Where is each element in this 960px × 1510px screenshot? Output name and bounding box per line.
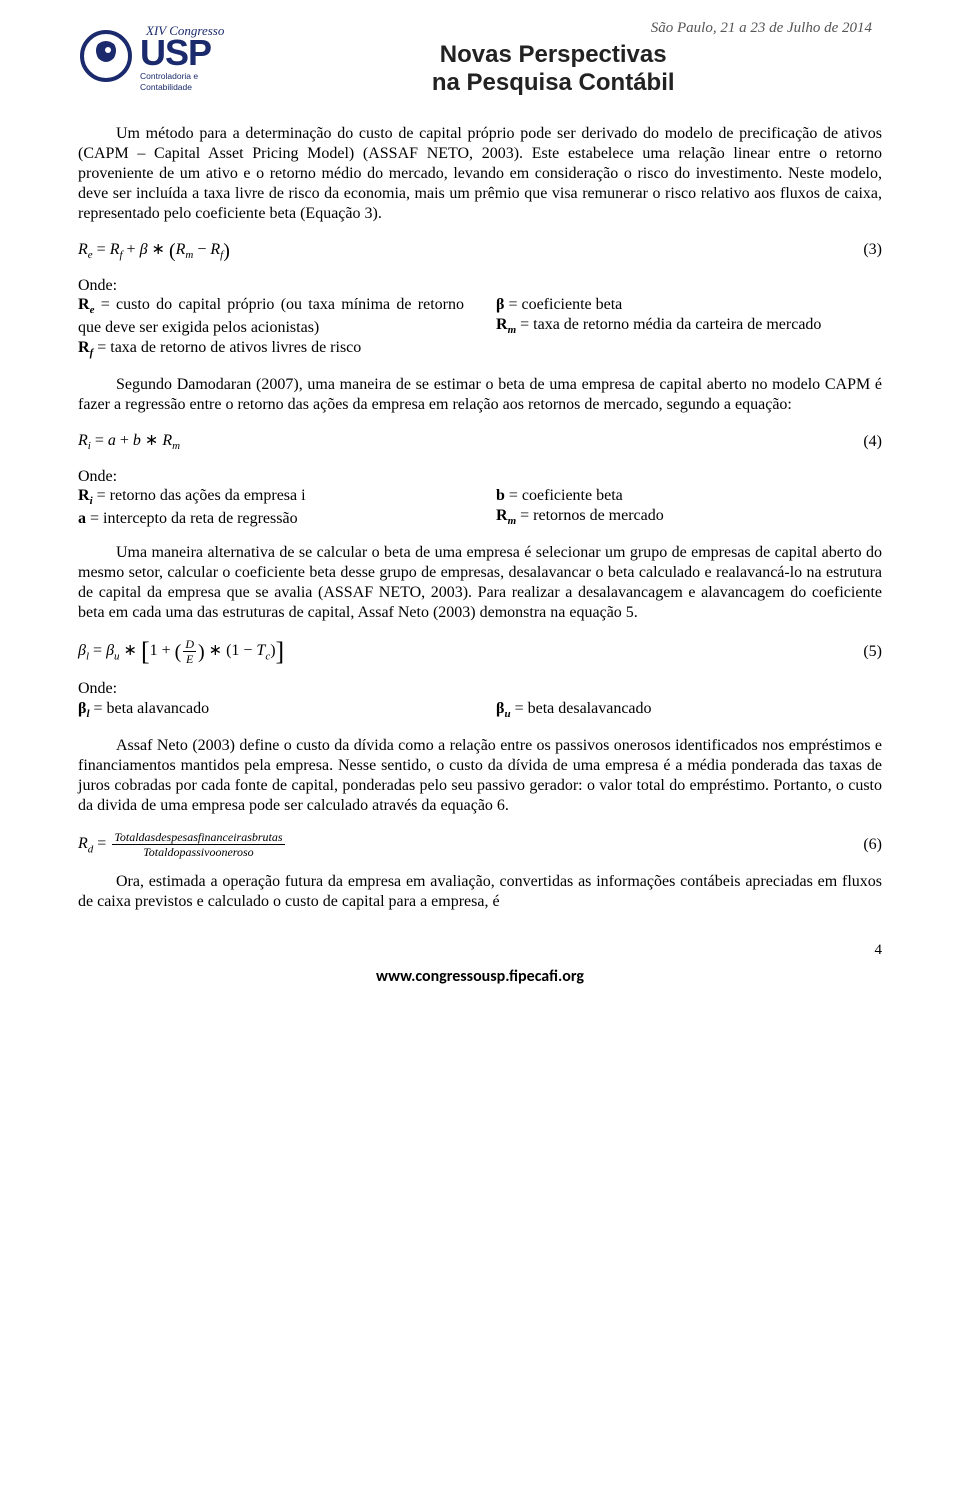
equation-3-num: (3) bbox=[863, 241, 882, 259]
equation-4-num: (4) bbox=[863, 433, 882, 451]
equation-4-row: Ri = a + b ∗ Rm (4) bbox=[78, 430, 882, 452]
equation-5-row: βl = βu ∗ [1 + (DE) ∗ (1 − Tc)] (5) bbox=[78, 638, 882, 665]
header-title-block: São Paulo, 21 a 23 de Julho de 2014 Nova… bbox=[224, 20, 882, 96]
footer-url: www.congressousp.fipecafi.org bbox=[78, 967, 882, 986]
header-title-1: Novas Perspectivas bbox=[224, 41, 882, 69]
onde-3-left: Re = custo do capital próprio (ou taxa m… bbox=[78, 295, 464, 360]
equation-5: βl = βu ∗ [1 + (DE) ∗ (1 − Tc)] bbox=[78, 638, 284, 665]
usp-logo-icon bbox=[78, 28, 134, 84]
paragraph-4: Assaf Neto (2003) define o custo da dívi… bbox=[78, 736, 882, 815]
logo-sub-1: Controladoria e bbox=[140, 72, 224, 81]
paragraph-5: Ora, estimada a operação futura da empre… bbox=[78, 872, 882, 912]
onde-5-label: Onde: bbox=[78, 679, 882, 699]
equation-6-row: Rd = TotaldasdespesasfinanceirasbrutasTo… bbox=[78, 831, 882, 858]
equation-6: Rd = TotaldasdespesasfinanceirasbrutasTo… bbox=[78, 831, 287, 858]
header-title-2: na Pesquisa Contábil bbox=[224, 69, 882, 97]
logo-sub-2: Contabilidade bbox=[140, 83, 224, 92]
onde-4-label: Onde: bbox=[78, 467, 882, 487]
equation-3: Re = Rf + β ∗ (Rm − Rf) bbox=[78, 239, 230, 261]
onde-4-left: Ri = retorno das ações da empresa ia = i… bbox=[78, 486, 464, 529]
usp-text: USP bbox=[140, 37, 224, 69]
equation-5-num: (5) bbox=[863, 643, 882, 661]
paragraph-2: Segundo Damodaran (2007), uma maneira de… bbox=[78, 375, 882, 415]
equation-3-row: Re = Rf + β ∗ (Rm − Rf) (3) bbox=[78, 239, 882, 261]
page-number: 4 bbox=[78, 942, 882, 959]
header-logo-block: XIV Congresso USP Controladoria e Contab… bbox=[78, 24, 224, 93]
onde-3-cols: Re = custo do capital próprio (ou taxa m… bbox=[78, 295, 882, 360]
onde-3-right: β = coeficiente betaRm = taxa de retorno… bbox=[496, 295, 882, 360]
onde-3-label: Onde: bbox=[78, 276, 882, 296]
onde-4-right: b = coeficiente betaRm = retornos de mer… bbox=[496, 486, 882, 529]
header-date: São Paulo, 21 a 23 de Julho de 2014 bbox=[224, 20, 872, 37]
paragraph-3: Uma maneira alternativa de se calcular o… bbox=[78, 543, 882, 622]
paragraph-1: Um método para a determinação do custo d… bbox=[78, 124, 882, 223]
page: XIV Congresso USP Controladoria e Contab… bbox=[0, 0, 960, 1026]
onde-5-left: βl = beta alavancado bbox=[78, 699, 464, 722]
equation-4: Ri = a + b ∗ Rm bbox=[78, 430, 180, 452]
header-logo-text: XIV Congresso USP Controladoria e Contab… bbox=[140, 24, 224, 93]
onde-4-cols: Ri = retorno das ações da empresa ia = i… bbox=[78, 486, 882, 529]
equation-6-num: (6) bbox=[863, 836, 882, 854]
onde-5-right: βu = beta desalavancado bbox=[496, 699, 882, 722]
page-header: XIV Congresso USP Controladoria e Contab… bbox=[78, 20, 882, 96]
onde-5-cols: βl = beta alavancado βu = beta desalavan… bbox=[78, 699, 882, 722]
